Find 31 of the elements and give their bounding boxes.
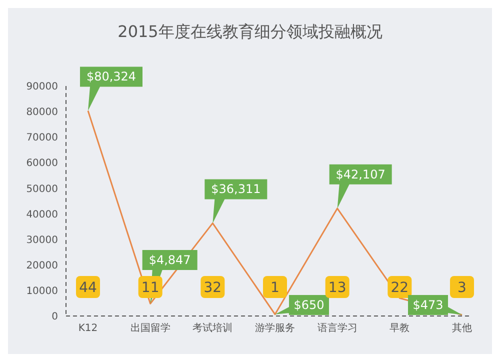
annotation: 22	[390, 280, 409, 296]
y-tick-label: 50000	[26, 184, 58, 195]
y-tick-label: 60000	[26, 158, 58, 170]
annotation: 44	[79, 280, 97, 296]
x-tick-label: 早教	[390, 323, 410, 334]
annotation: 13	[328, 280, 346, 296]
x-tick-label: K12	[78, 323, 98, 334]
x-tick-label: 游学服务	[255, 322, 295, 334]
y-tick-label: 0	[52, 312, 58, 323]
annotation: 11	[141, 280, 160, 296]
data-label: $36,311	[211, 182, 261, 196]
data-label: $473	[412, 298, 444, 312]
y-tick-label: 40000	[26, 209, 58, 220]
annotation: 3	[458, 280, 466, 296]
y-tick-label: 10000	[26, 286, 58, 297]
x-tick-label: 出国留学	[130, 322, 170, 334]
annotation: 32	[204, 280, 222, 296]
data-label: $4,847	[148, 253, 191, 267]
y-tick-label: 70000	[26, 132, 58, 144]
y-tick-label: 30000	[26, 234, 58, 246]
data-label: $42,107	[336, 167, 386, 182]
data-label: $650	[294, 298, 324, 312]
y-tick-label: 90000	[26, 82, 58, 93]
annotation: 1	[270, 280, 280, 296]
y-tick-label: 80000	[26, 107, 58, 118]
data-label: $80,324	[86, 70, 136, 84]
x-tick-label: 其他	[452, 322, 472, 334]
x-tick-label: 语言学习	[317, 322, 358, 334]
chart-title: 2015年度在线教育细分领域投融概况	[116, 21, 384, 43]
x-tick-label: 考试培训	[192, 322, 233, 334]
y-tick-label: 20000	[26, 260, 58, 272]
